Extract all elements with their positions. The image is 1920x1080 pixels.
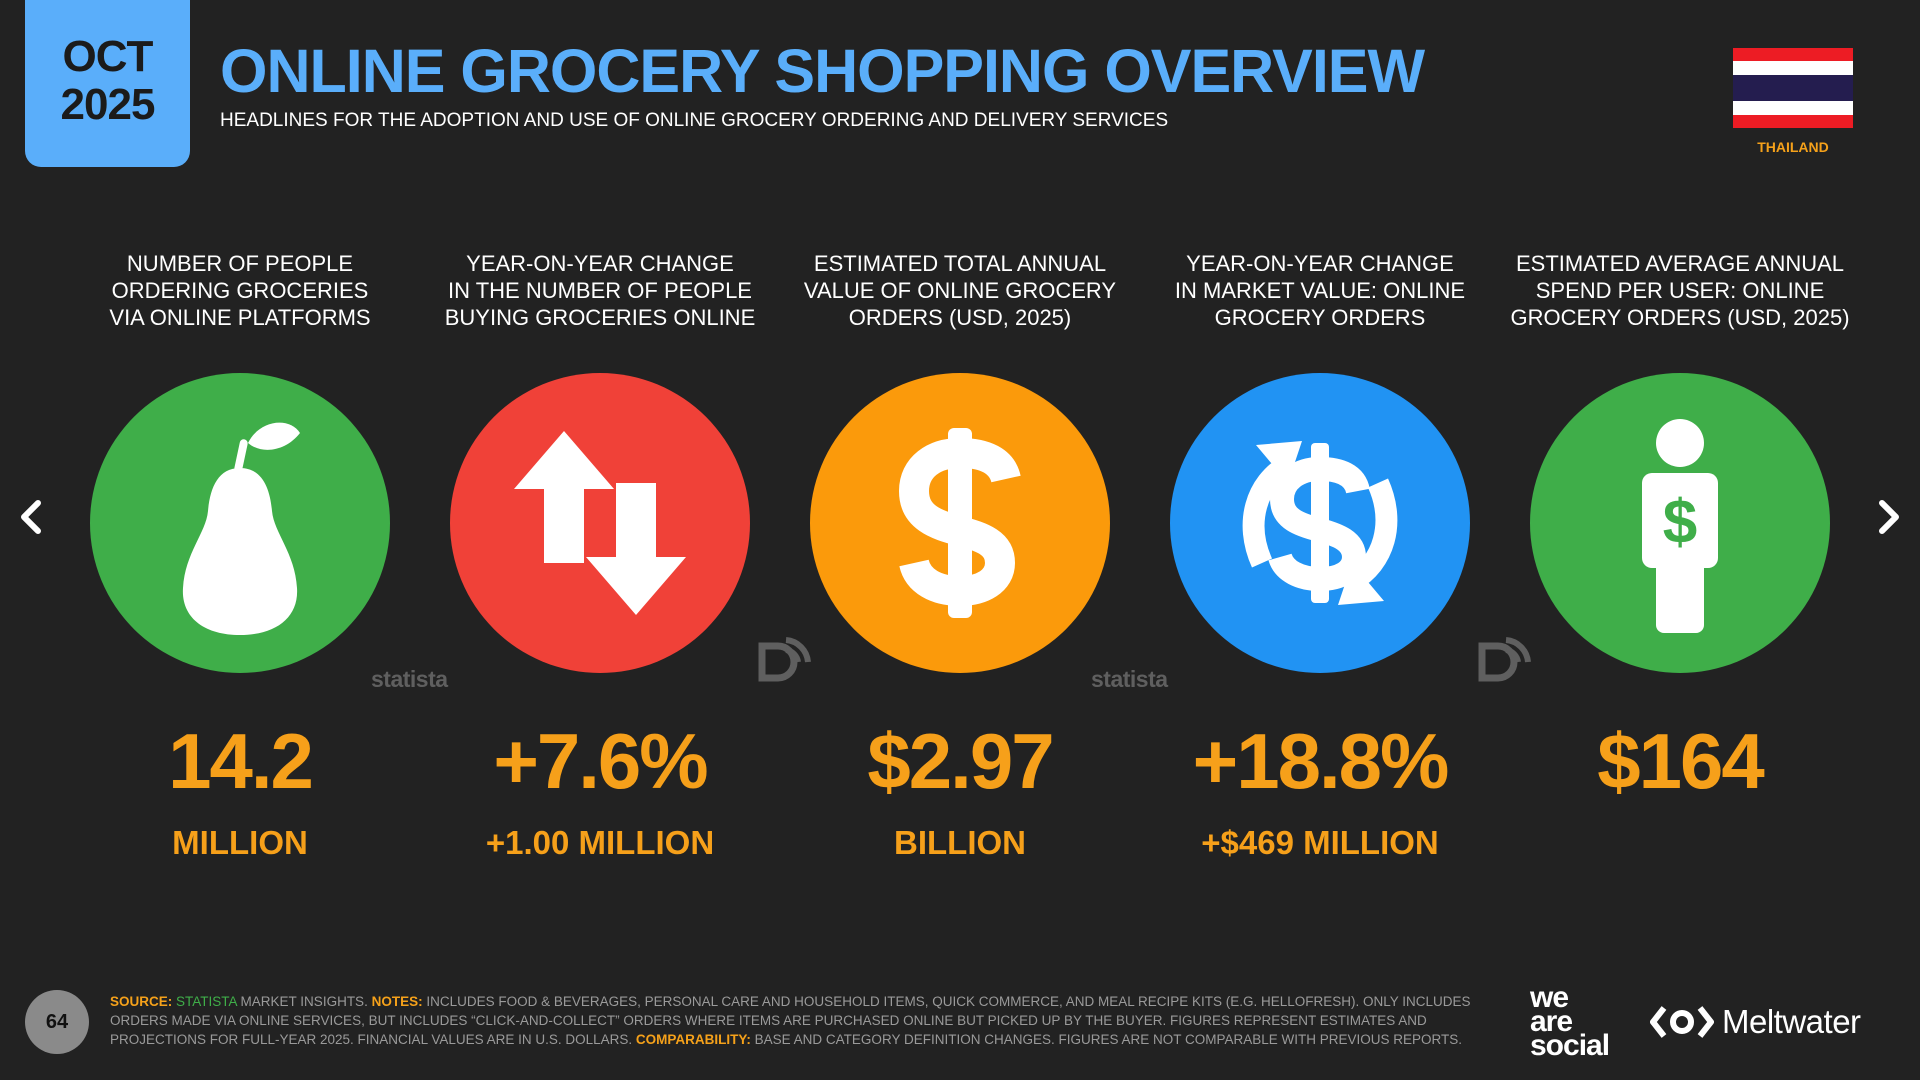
country-label: THAILAND	[1757, 139, 1829, 155]
page-number: 64	[25, 990, 89, 1054]
page-subtitle: HEADLINES FOR THE ADOPTION AND USE OF ON…	[220, 110, 1169, 131]
stat-value: $164	[1597, 717, 1765, 805]
statista-watermark: statista	[371, 666, 448, 692]
date-year: 2025	[60, 79, 156, 129]
stat-circle	[1170, 373, 1470, 673]
stat-card-market-value-yoy-change: YEAR-ON-YEAR CHANGE IN MARKET VALUE: ONL…	[1140, 250, 1500, 870]
date-month: OCT	[62, 31, 154, 81]
next-slide-chevron-icon[interactable]	[1872, 497, 1908, 537]
stat-value: 14.2	[168, 717, 314, 805]
thailand-flag-icon	[1733, 48, 1853, 128]
stat-circle: $	[1530, 373, 1830, 673]
statista-watermark: statista	[1091, 666, 1168, 692]
svg-text:$: $	[1663, 488, 1697, 557]
stat-circle	[450, 373, 750, 673]
stat-unit: +1.00 MILLION	[485, 824, 715, 861]
stat-label: YEAR-ON-YEAR CHANGE IN THE NUMBER OF PEO…	[444, 251, 756, 330]
stat-label: YEAR-ON-YEAR CHANGE IN MARKET VALUE: ONL…	[1174, 251, 1466, 330]
stat-card-users-yoy-change: YEAR-ON-YEAR CHANGE IN THE NUMBER OF PEO…	[420, 250, 780, 870]
up-down-arrows-icon	[514, 431, 686, 615]
footer-source-notes: SOURCE: STATISTA MARKET INSIGHTS. NOTES:…	[110, 994, 1471, 1047]
meltwater-logo: Meltwater	[1650, 1002, 1861, 1042]
stat-circle	[810, 373, 1110, 673]
previous-slide-chevron-icon[interactable]	[12, 497, 48, 537]
meltwater-mark-icon	[1650, 1006, 1714, 1038]
stat-label: ESTIMATED AVERAGE ANNUAL SPEND PER USER:…	[1510, 251, 1850, 330]
stat-value: +18.8%	[1192, 717, 1450, 805]
stat-unit: +$469 MILLION	[1201, 824, 1439, 861]
stat-value: +7.6%	[493, 717, 708, 805]
we-are-social-logo: we are social	[1530, 981, 1610, 1062]
datareportal-watermark-icon	[1478, 637, 1531, 682]
date-badge: OCT 2025	[25, 0, 190, 167]
stat-card-average-spend-per-user: ESTIMATED AVERAGE ANNUAL SPEND PER USER:…	[1500, 250, 1860, 870]
stat-card-total-annual-value: ESTIMATED TOTAL ANNUAL VALUE OF ONLINE G…	[780, 250, 1140, 870]
person-dollar-icon: $	[1642, 419, 1718, 633]
stat-card-online-grocery-users: NUMBER OF PEOPLE ORDERING GROCERIES VIA …	[60, 250, 420, 870]
dollar-icon	[898, 428, 1021, 618]
page-title: ONLINE GROCERY SHOPPING OVERVIEW	[220, 37, 1425, 105]
stat-value: $2.97	[867, 717, 1054, 805]
datareportal-watermark-icon	[758, 637, 811, 682]
stat-label: ESTIMATED TOTAL ANNUAL VALUE OF ONLINE G…	[803, 251, 1117, 330]
pear-icon	[182, 422, 300, 635]
stat-unit: MILLION	[172, 824, 308, 861]
stat-label: NUMBER OF PEOPLE ORDERING GROCERIES VIA …	[109, 251, 371, 330]
stat-unit: BILLION	[894, 824, 1026, 861]
dollar-cycle-icon	[1242, 441, 1398, 605]
stat-circle	[90, 373, 390, 673]
